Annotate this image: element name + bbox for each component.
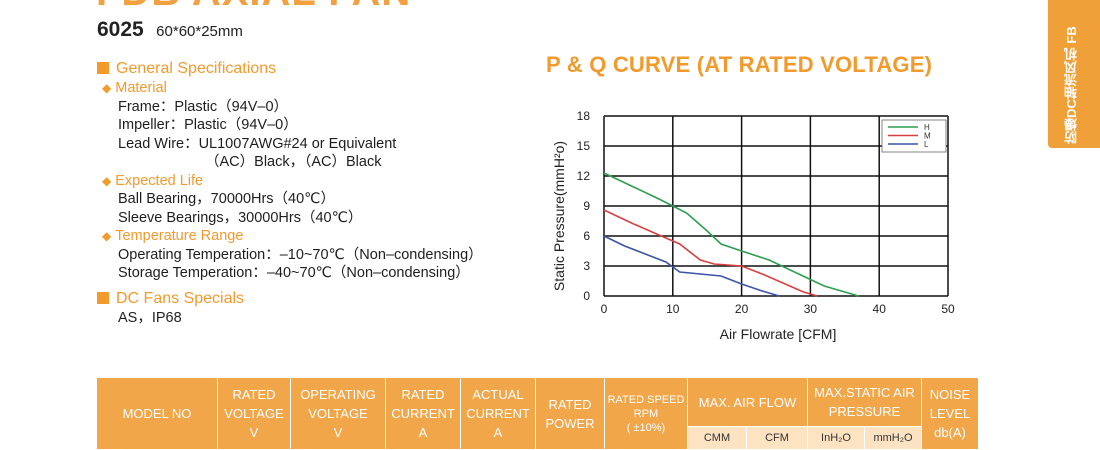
diamond-bullet-icon: ◆ [102, 229, 112, 243]
sleeve-bearing-spec: Sleeve Bearings，30000Hrs（40℃） [118, 209, 363, 226]
col-actual-current: ACTUAL CURRENT A [460, 377, 536, 450]
col-model-no: MODEL NO [96, 377, 218, 450]
unit-cfm: CFM [746, 426, 808, 450]
y-tick-label: 3 [583, 259, 590, 273]
x-tick-label: 20 [735, 302, 749, 316]
side-tab-label: 防爆DC轴流风机 FB [1064, 26, 1079, 144]
diamond-bullet-icon: ◆ [102, 81, 112, 95]
y-tick-label: 15 [577, 139, 591, 153]
impeller-spec: Impeller：Plastic（94V–0） [118, 117, 298, 133]
unit-mmh2o: mmH₂O [864, 426, 922, 450]
y-tick-label: 6 [583, 229, 590, 243]
square-bullet-icon [97, 291, 109, 304]
col-operating-voltage: OPERATING VOLTAGE V [290, 377, 386, 450]
category-side-tab: 防爆DC轴流风机 FB [1048, 0, 1100, 148]
spec-table: MODEL NO RATED VOLTAGE V OPERATING VOLTAGE V… [96, 377, 979, 450]
series-line-m [603, 209, 818, 297]
col-max-static-pressure: MAX.STATIC AIR PRESSURE [807, 377, 922, 427]
model-number: 6025 [97, 18, 144, 41]
lead-wire-spec-cont: （AC）Black，（AC）Black [205, 154, 382, 170]
lead-wire-spec: Lead Wire：UL1007AWG#24 or Equivalent [118, 135, 397, 152]
model-line: 6025 60*60*25mm [97, 18, 243, 42]
chart-title: P & Q CURVE (AT RATED VOLTAGE) [546, 52, 933, 77]
legend-label-m: M [924, 132, 931, 141]
x-tick-label: 50 [941, 302, 955, 316]
ball-bearing-spec: Ball Bearing，70000Hrs（40℃） [118, 191, 335, 207]
dc-fans-specials-value: AS，IP68 [118, 309, 182, 326]
x-tick-label: 30 [804, 302, 818, 316]
unit-cmm: CMM [687, 426, 747, 450]
dc-fans-specials-heading: DC Fans Specials [97, 288, 483, 309]
frame-spec: Frame：Plastic（94V–0） [118, 98, 289, 115]
storage-temperature-spec: Storage Temperation：–40~70℃（Non–condensi… [118, 265, 470, 281]
material-heading: ◆ Material [102, 80, 167, 96]
series-line-h [603, 172, 859, 297]
model-size: 60*60*25mm [156, 23, 243, 40]
series-line-l [603, 235, 780, 297]
general-spec-heading: General Specifications [97, 58, 483, 79]
col-rated-power: RATED POWER [535, 377, 605, 450]
x-tick-label: 40 [873, 302, 887, 316]
operating-temperature-spec: Operating Temperation：–10~70℃（Non–conden… [118, 246, 483, 263]
product-title: FDB AXIAL FAN [96, 0, 411, 15]
x-tick-label: 10 [666, 302, 680, 316]
y-tick-label: 9 [583, 199, 590, 213]
pq-curve-chart: 0 10 20 30 40 50 0 3 6 9 12 15 18 Air Flowrate [CFM] S… [551, 109, 955, 342]
x-tick-label: 0 [601, 302, 608, 316]
legend-label-l: L [924, 140, 929, 149]
x-axis-label: Air Flowrate [CFM] [720, 326, 837, 342]
diamond-bullet-icon: ◆ [102, 173, 112, 188]
square-bullet-icon [97, 62, 109, 74]
col-rated-current: RATED CURRENT A [385, 377, 461, 450]
col-rated-speed: RATED SPEED RPM( ±10%) [604, 377, 688, 450]
y-axis-label: Static Pressure(mmH²o) [551, 141, 567, 291]
col-rated-voltage: RATED VOLTAGE V [217, 377, 291, 450]
unit-inh2o: InH₂O [807, 426, 865, 450]
y-tick-label: 12 [577, 169, 591, 183]
legend-label-h: H [924, 123, 930, 132]
temperature-range-heading: ◆ Temperature Range [102, 228, 244, 244]
y-tick-label: 0 [583, 289, 590, 303]
expected-life-heading: ◆ Expected Life [102, 172, 204, 189]
col-max-air-flow: MAX. AIR FLOW [687, 377, 808, 427]
y-tick-label: 18 [577, 109, 591, 123]
general-specifications: General Specifications ◆ Material Frame：P… [97, 58, 483, 327]
col-noise-level: NOISE LEVEL db(A) [921, 377, 979, 450]
